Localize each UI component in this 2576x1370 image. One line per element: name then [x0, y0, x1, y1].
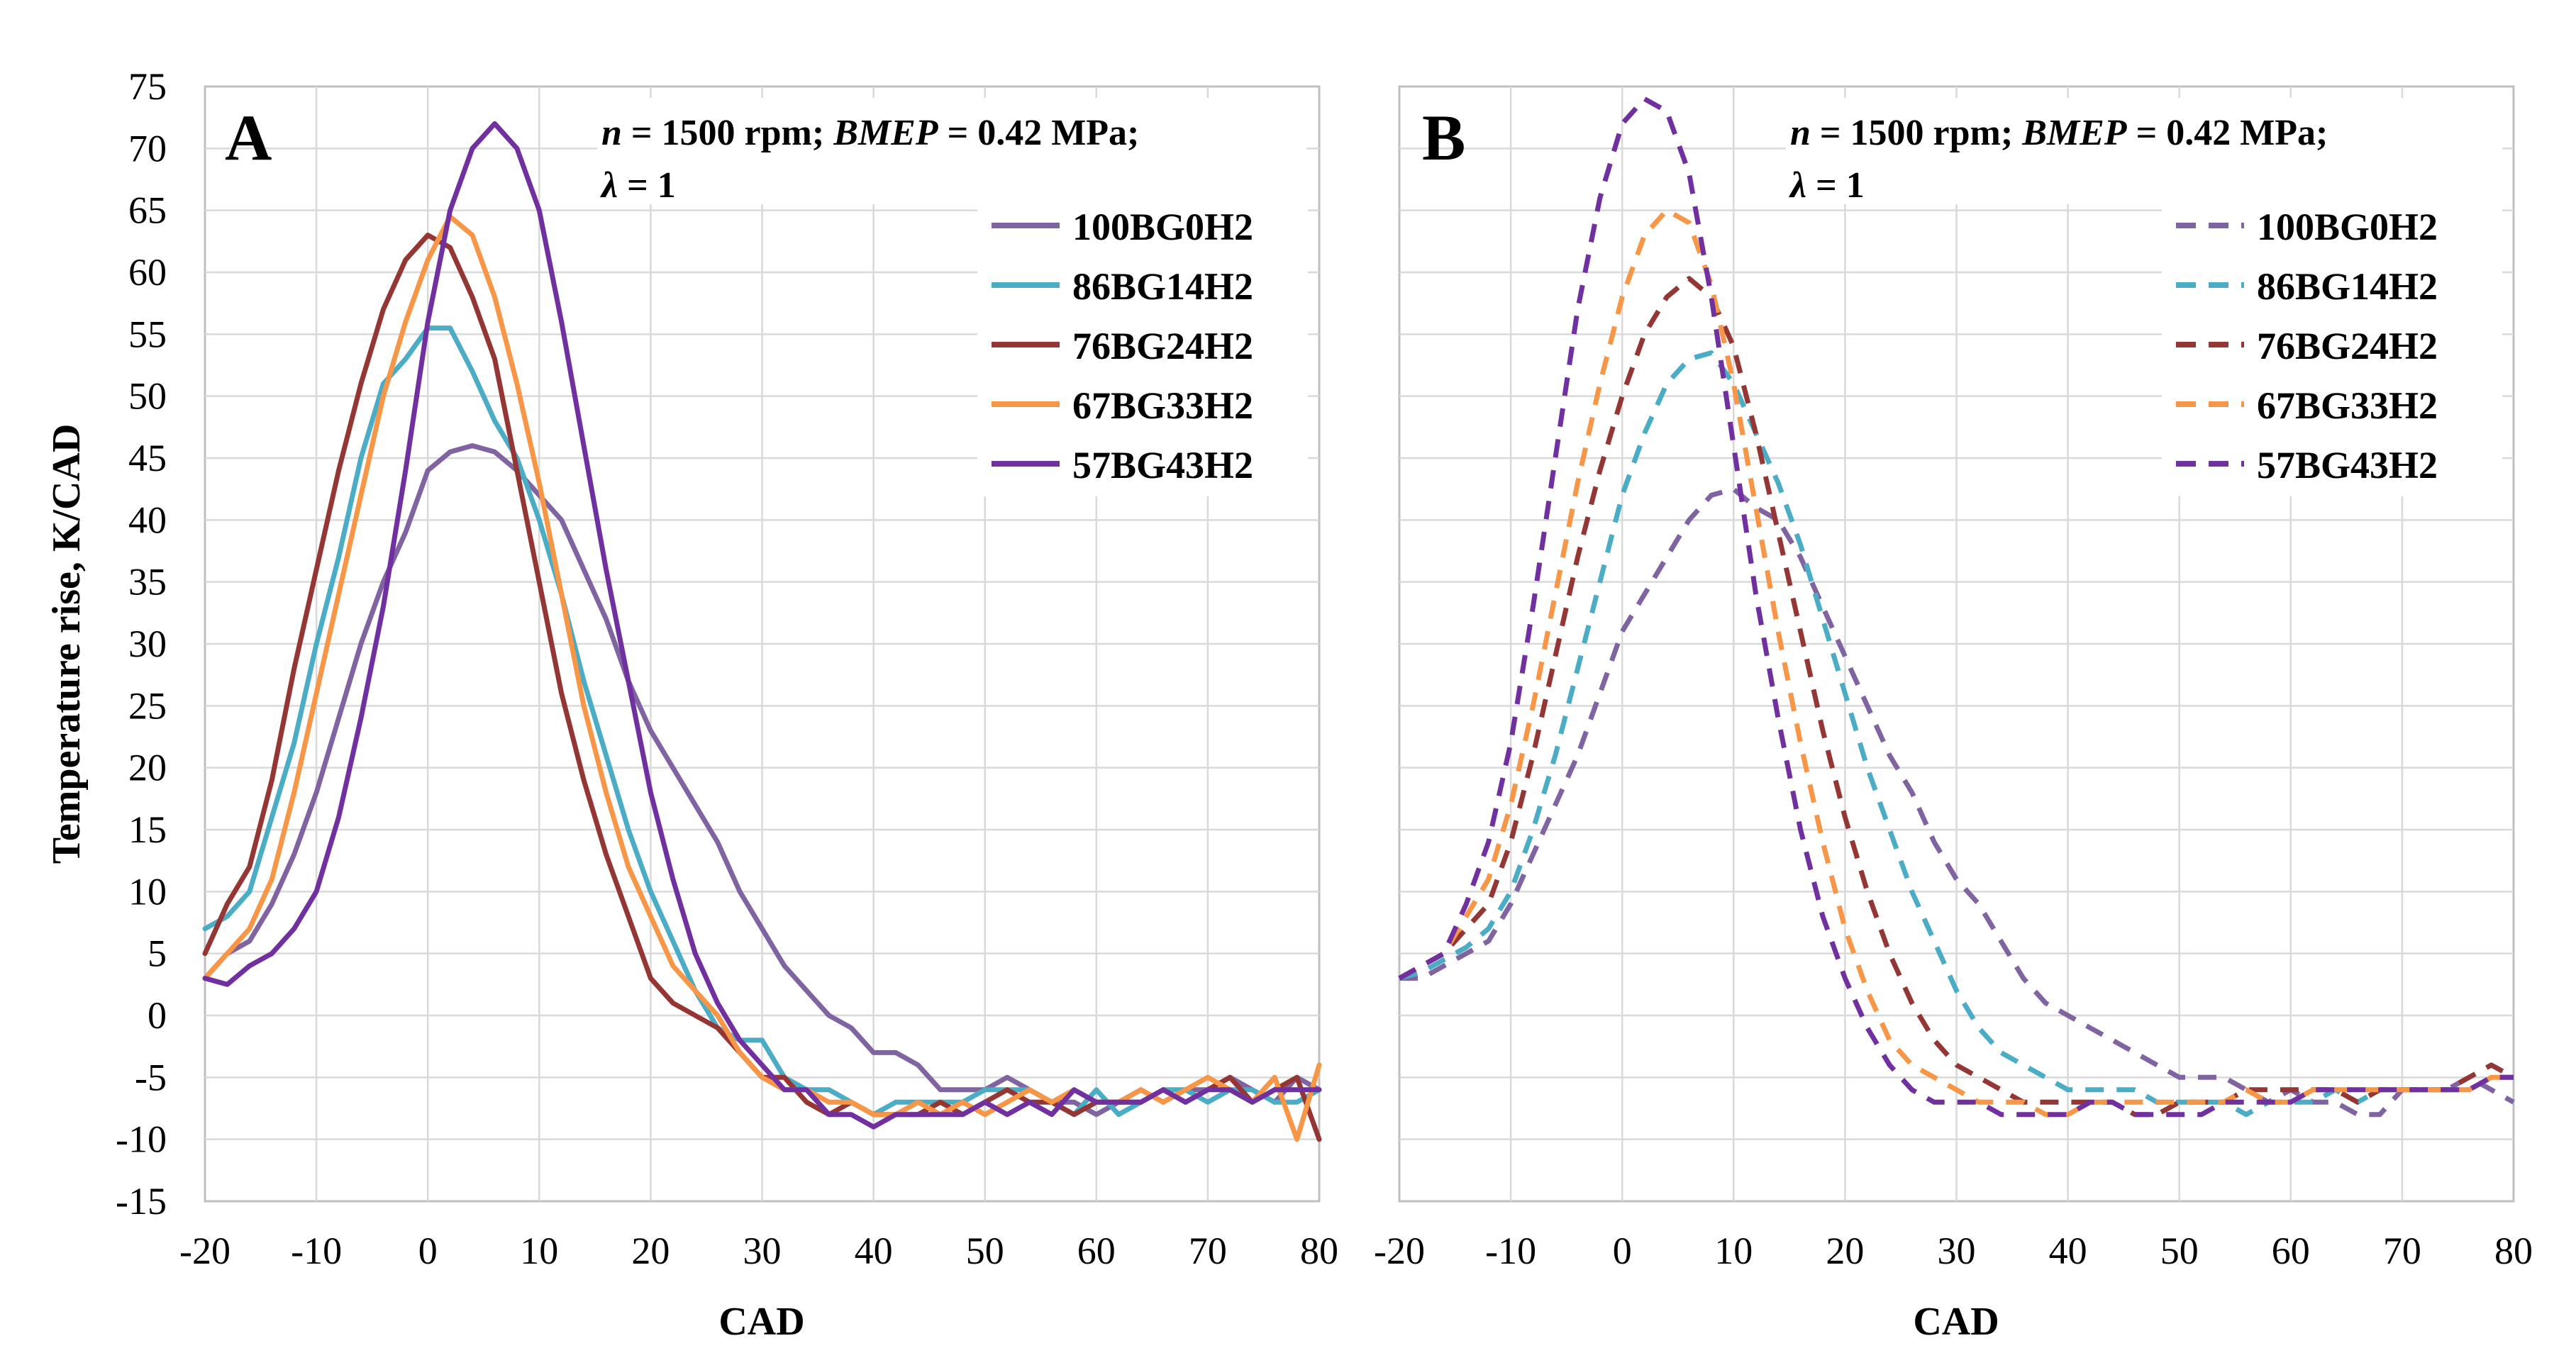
- y-tick-label: 0: [148, 994, 167, 1037]
- x-tick-label: -20: [179, 1230, 231, 1272]
- x-tick-label: 60: [2272, 1230, 2310, 1272]
- lambda-value-a: = 1: [618, 165, 676, 206]
- y-tick-label: 10: [128, 870, 167, 913]
- legend-label-100BG0H2: 100BG0H2: [2257, 206, 2438, 248]
- bmep-symbol-a: BMEP: [833, 113, 939, 153]
- lambda-symbol-b: λ: [1789, 165, 1806, 206]
- x-tick-label: 10: [1714, 1230, 1753, 1272]
- x-tick-label: -20: [1374, 1230, 1425, 1272]
- n-symbol-a: n: [601, 113, 622, 153]
- series-line-67BG33H2: [202, 213, 1322, 1142]
- y-tick-label: 15: [128, 808, 167, 851]
- condition-line1-b: n = 1500 rpm; BMEP = 0.42 MPa;: [1790, 113, 2328, 153]
- y-tick-label: 70: [128, 127, 167, 169]
- bmep-symbol-b: BMEP: [2021, 113, 2128, 153]
- x-tick-label: -10: [291, 1230, 342, 1272]
- legend-label-86BG14H2: 86BG14H2: [1072, 265, 1253, 308]
- y-tick-label: 40: [128, 499, 167, 541]
- x-tick-label: 80: [2494, 1230, 2533, 1272]
- x-tick-label: 40: [855, 1230, 893, 1272]
- y-tick-label: 5: [148, 932, 167, 975]
- y-tick-label: 25: [128, 684, 167, 727]
- y-tick-label: 50: [128, 375, 167, 418]
- series-lines-a: [202, 121, 1322, 1142]
- legend-label-76BG24H2: 76BG24H2: [1072, 325, 1253, 367]
- series-lines-b: [1398, 96, 2515, 1118]
- y-tick-label: 75: [128, 65, 167, 108]
- y-axis-title: Temperature rise, K/CAD: [45, 424, 89, 864]
- legend-label-57BG43H2: 57BG43H2: [2257, 444, 2438, 486]
- x-tick-label: 70: [1189, 1230, 1227, 1272]
- y-tick-label: 55: [128, 313, 167, 355]
- x-tick-label: 0: [1613, 1230, 1632, 1272]
- x-axis-title-b: CAD: [1913, 1300, 1999, 1344]
- gridlines-a: [205, 87, 1319, 1201]
- x-tick-labels-a: -20 -10 0 10 20 30 40 50 60 70 80: [179, 1230, 1338, 1272]
- series-line-86BG14H2: [1399, 350, 2514, 1118]
- x-tick-label: 10: [520, 1230, 558, 1272]
- panel-letter-b: B: [1422, 101, 1465, 174]
- legend-label-76BG24H2: 76BG24H2: [2257, 325, 2438, 367]
- x-axis-title-a: CAD: [718, 1300, 804, 1344]
- x-tick-label: -10: [1485, 1230, 1536, 1272]
- x-tick-label: 30: [1938, 1230, 1976, 1272]
- y-tick-label: 20: [128, 747, 167, 789]
- n-value-b: = 1500 rpm;: [1811, 113, 2022, 153]
- legend-label-86BG14H2: 86BG14H2: [2257, 265, 2438, 308]
- y-tick-label: -5: [135, 1056, 167, 1098]
- series-line-57BG43H2: [1398, 96, 2514, 1118]
- panel-a: -20 -10 0 10 20 30 40 50 60 70 80 -15 -10 -5 0 5 10 15 20…: [116, 65, 1338, 1344]
- condition-line1-a: n = 1500 rpm; BMEP = 0.42 MPa;: [601, 113, 1139, 153]
- x-tick-label: 50: [2160, 1230, 2199, 1272]
- y-tick-label: 30: [128, 623, 167, 665]
- y-tick-labels-a: -15 -10 -5 0 5 10 15 20 25 30 35 40 45 50 55 60 65 70 75: [116, 65, 167, 1223]
- x-tick-label: 20: [631, 1230, 670, 1272]
- y-tick-label: -10: [116, 1118, 167, 1161]
- y-tick-label: 65: [128, 189, 167, 232]
- panel-letter-a: A: [225, 101, 272, 174]
- x-tick-label: 80: [1300, 1230, 1338, 1272]
- condition-line2-a: λ = 1: [600, 165, 676, 206]
- series-line-100BG0H2: [1399, 486, 2515, 1118]
- x-tick-label: 70: [2383, 1230, 2421, 1272]
- series-line-67BG33H2: [1398, 208, 2514, 1118]
- legend-label-67BG33H2: 67BG33H2: [2257, 384, 2438, 427]
- y-tick-label: 60: [128, 251, 167, 294]
- legend-label-67BG33H2: 67BG33H2: [1072, 384, 1253, 427]
- series-line-57BG43H2: [202, 121, 1322, 1130]
- lambda-value-b: = 1: [1806, 165, 1865, 206]
- bmep-value-b: = 0.42 MPa;: [2127, 113, 2328, 153]
- x-tick-label: 40: [2049, 1230, 2087, 1272]
- x-tick-labels-b: -20 -10 0 10 20 30 40 50 60 70 80: [1374, 1230, 2533, 1272]
- x-tick-label: 0: [418, 1230, 438, 1272]
- x-tick-label: 20: [1826, 1230, 1864, 1272]
- y-tick-label: 35: [128, 561, 167, 603]
- legend-b: 100BG0H2 86BG14H2 76BG24H2 67BG33H2 57BG43H2: [2176, 206, 2438, 486]
- legend-label-100BG0H2: 100BG0H2: [1072, 206, 1253, 248]
- legend-label-57BG43H2: 57BG43H2: [1072, 444, 1253, 486]
- condition-backdrop-b: [1786, 98, 2502, 204]
- x-tick-label: 30: [743, 1230, 782, 1272]
- panel-b: -20 -10 0 10 20 30 40 50 60 70 80 B n = 1500 rpm; …: [1374, 85, 2533, 1344]
- x-tick-label: 50: [966, 1230, 1004, 1272]
- x-tick-label: 60: [1077, 1230, 1116, 1272]
- y-tick-label: -15: [116, 1180, 167, 1223]
- condition-backdrop-a: [597, 98, 1306, 204]
- legend-a: 100BG0H2 86BG14H2 76BG24H2 67BG33H2 57BG43H2: [992, 206, 1253, 486]
- n-value-a: = 1500 rpm;: [622, 113, 833, 153]
- condition-line2-b: λ = 1: [1789, 165, 1865, 206]
- lambda-symbol-a: λ: [600, 165, 618, 206]
- y-tick-label: 45: [128, 437, 167, 479]
- bmep-value-a: = 0.42 MPa;: [938, 113, 1140, 153]
- n-symbol-b: n: [1790, 113, 1811, 153]
